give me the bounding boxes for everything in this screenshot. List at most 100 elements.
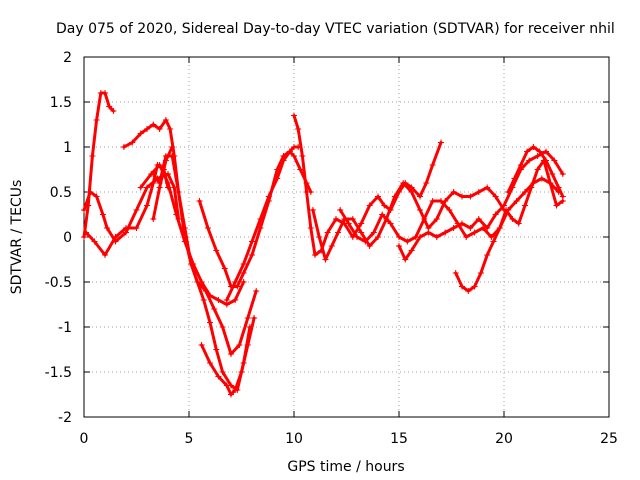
data-point [232, 297, 239, 303]
data-point [337, 207, 344, 213]
data-point [150, 121, 157, 128]
data-point [150, 171, 157, 177]
data-point [450, 225, 457, 231]
data-point [467, 193, 474, 200]
data-point [362, 238, 369, 245]
data-point [150, 180, 157, 186]
data-point [223, 382, 230, 389]
data-point [316, 234, 323, 240]
data-point [421, 216, 428, 222]
data-point [354, 234, 360, 240]
data-point [219, 324, 226, 330]
data-point [433, 234, 440, 240]
data-point [198, 342, 205, 348]
data-point [104, 225, 111, 231]
data-point [150, 216, 157, 222]
data-point [324, 229, 331, 236]
data-point [137, 130, 144, 137]
data-point [253, 288, 260, 294]
data-point [215, 373, 222, 380]
data-point [475, 189, 482, 195]
series-arc-07 [198, 315, 258, 398]
data-point [517, 162, 524, 168]
y-tick-label: -1.5 [45, 365, 72, 381]
x-tick-label: 20 [495, 431, 513, 447]
data-point [496, 225, 503, 231]
series-arc-13 [337, 175, 562, 245]
data-point [162, 157, 169, 164]
data-point [515, 220, 522, 227]
data-point [169, 144, 176, 150]
data-point [123, 225, 129, 231]
y-tick-label: 2 [63, 50, 72, 66]
series-arc-16 [505, 144, 566, 200]
data-point [425, 229, 432, 236]
data-point [236, 342, 243, 348]
x-tick-labels: 0 5 10 15 20 25 [80, 431, 618, 447]
data-point [429, 198, 436, 204]
data-point [538, 175, 545, 182]
data-point [207, 319, 213, 326]
data-point [379, 211, 386, 218]
data-point [375, 193, 381, 200]
data-point [156, 126, 163, 132]
y-tick-labels: -2 -1.5 -1 -0.5 0 0.5 1 1.5 2 [45, 50, 72, 426]
data-point [511, 175, 518, 182]
data-point [274, 175, 281, 182]
data-point [358, 229, 365, 236]
data-point [202, 288, 209, 294]
data-point [83, 229, 90, 236]
data-point [303, 189, 310, 195]
y-tick-label: -0.5 [45, 275, 72, 291]
data-point [559, 193, 566, 200]
data-point [81, 207, 87, 213]
y-tick-label: 0 [63, 230, 72, 246]
x-tick-label: 15 [390, 431, 408, 447]
data-point [173, 211, 180, 218]
data-point [417, 234, 423, 240]
data-point [408, 247, 415, 254]
data-point [156, 184, 163, 191]
data-point [543, 148, 549, 155]
data-point [223, 297, 230, 303]
data-point [484, 225, 491, 231]
data-point [396, 234, 402, 240]
data-point [240, 270, 247, 276]
data-point [438, 139, 444, 146]
data-point [513, 198, 520, 204]
data-point [112, 234, 119, 240]
data-point [244, 342, 251, 348]
data-point [446, 207, 453, 213]
data-point [144, 184, 150, 191]
data-point [211, 306, 218, 312]
data-point [194, 279, 201, 285]
data-point [249, 238, 255, 245]
data-point [530, 144, 537, 150]
data-point [297, 166, 304, 173]
data-point [381, 202, 388, 209]
data-point [232, 387, 239, 393]
y-tick-label: -2 [58, 410, 72, 426]
data-point [106, 103, 113, 110]
data-point [265, 193, 272, 200]
series-arc-12 [309, 180, 507, 263]
data-point [333, 216, 339, 222]
data-point [215, 297, 222, 303]
data-point [162, 117, 169, 123]
y-tick-label: 0.5 [50, 185, 72, 201]
data-point [228, 391, 234, 398]
data-point [93, 117, 100, 123]
data-point [459, 193, 465, 200]
data-point [559, 171, 566, 177]
data-point [503, 207, 510, 213]
data-point [144, 202, 150, 209]
y-tick-label: -1 [58, 320, 72, 336]
data-point [219, 369, 226, 375]
data-point [402, 256, 409, 263]
y-axis-label: SDTVAR / TECUs [9, 180, 25, 295]
data-point [475, 216, 482, 222]
data-series [81, 90, 566, 398]
data-point [477, 270, 484, 276]
data-point [175, 189, 182, 195]
